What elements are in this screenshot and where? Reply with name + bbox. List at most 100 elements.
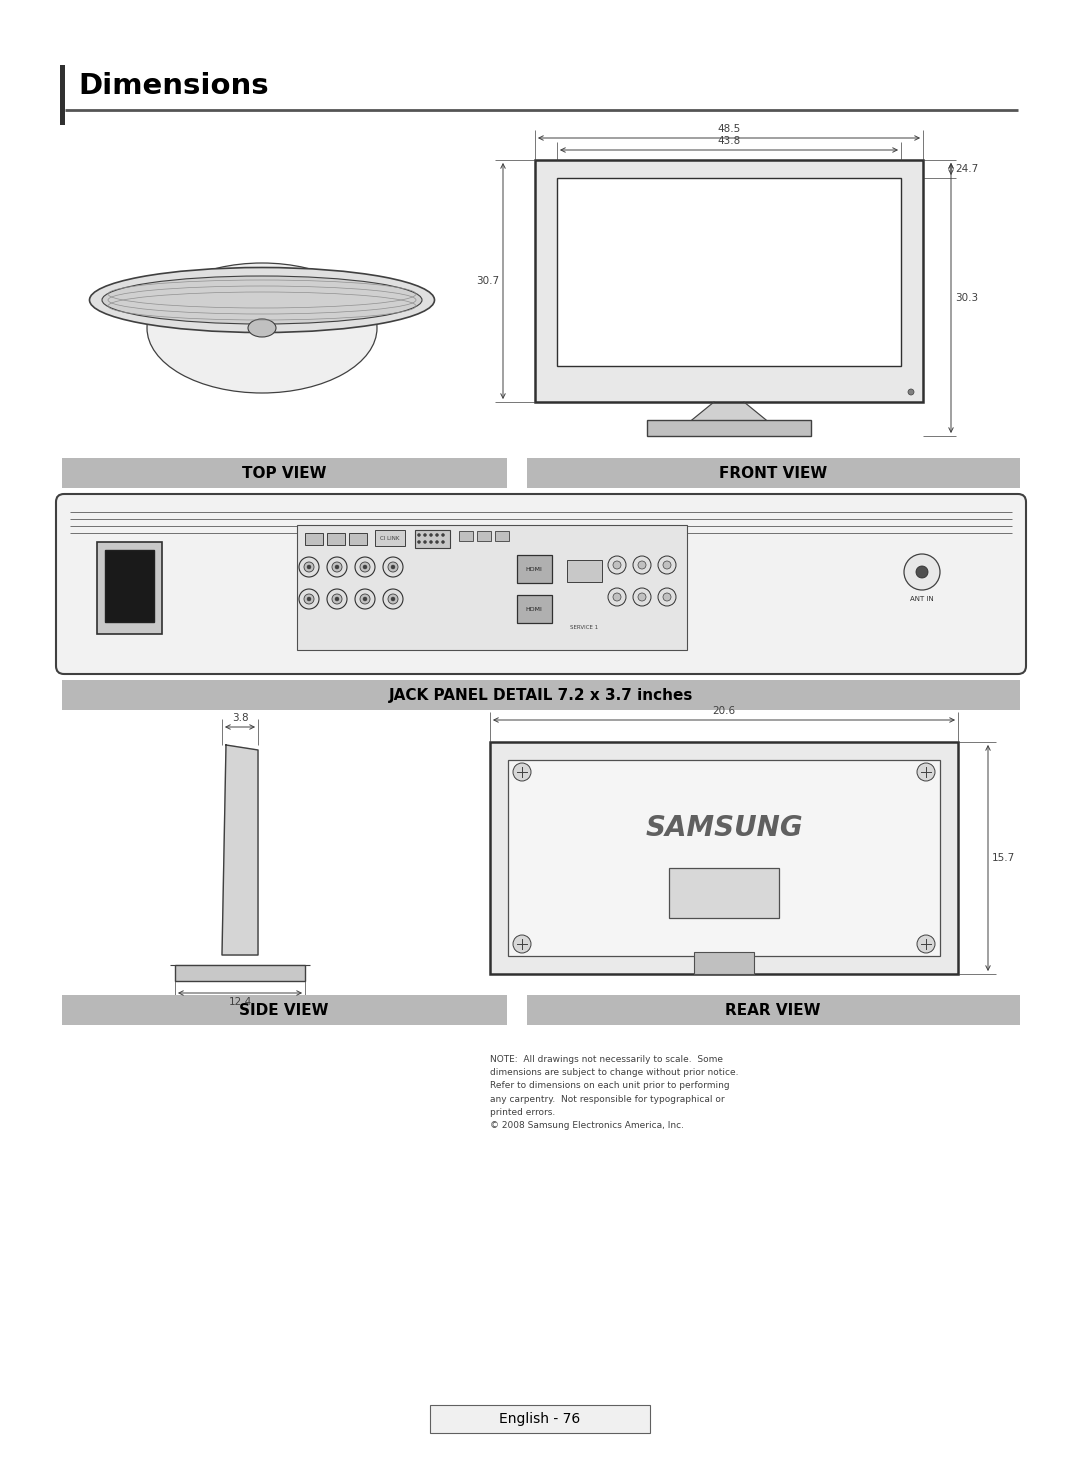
Polygon shape bbox=[687, 402, 771, 425]
Circle shape bbox=[917, 764, 935, 781]
Circle shape bbox=[513, 764, 531, 781]
Circle shape bbox=[658, 556, 676, 573]
Text: HDMI: HDMI bbox=[526, 606, 542, 612]
Bar bbox=[669, 868, 779, 918]
Text: HDMI: HDMI bbox=[526, 566, 542, 572]
Bar bbox=[459, 531, 473, 541]
Circle shape bbox=[360, 594, 370, 604]
Circle shape bbox=[307, 597, 311, 601]
Circle shape bbox=[917, 935, 935, 954]
Text: 30.3: 30.3 bbox=[955, 293, 978, 304]
Text: SAMSUNG: SAMSUNG bbox=[645, 814, 802, 842]
Circle shape bbox=[355, 557, 375, 576]
Circle shape bbox=[418, 534, 420, 537]
Bar bbox=[349, 534, 367, 545]
Circle shape bbox=[633, 588, 651, 606]
Text: 43.8: 43.8 bbox=[717, 136, 741, 146]
Circle shape bbox=[299, 557, 319, 576]
Circle shape bbox=[638, 562, 646, 569]
Bar bbox=[305, 534, 323, 545]
Text: English - 76: English - 76 bbox=[499, 1412, 581, 1425]
Text: 30.7: 30.7 bbox=[476, 276, 499, 286]
Circle shape bbox=[363, 565, 367, 569]
Circle shape bbox=[355, 590, 375, 609]
Bar bbox=[490, 741, 958, 974]
Circle shape bbox=[303, 594, 314, 604]
Bar bbox=[527, 995, 1020, 1024]
Text: NOTE:  All drawings not necessarily to scale.  Some
dimensions are subject to ch: NOTE: All drawings not necessarily to sc… bbox=[490, 1055, 739, 1131]
Bar bbox=[175, 965, 305, 982]
Circle shape bbox=[418, 541, 420, 544]
Text: TOP VIEW: TOP VIEW bbox=[242, 466, 326, 481]
Text: 24.7: 24.7 bbox=[955, 164, 978, 174]
Bar bbox=[535, 161, 923, 402]
FancyBboxPatch shape bbox=[56, 494, 1026, 674]
Ellipse shape bbox=[248, 318, 276, 338]
Circle shape bbox=[307, 565, 311, 569]
Bar bbox=[415, 531, 450, 548]
Text: ANT IN: ANT IN bbox=[910, 595, 934, 601]
Circle shape bbox=[388, 562, 399, 572]
Circle shape bbox=[430, 541, 432, 544]
Text: SERVICE 1: SERVICE 1 bbox=[570, 625, 598, 629]
Circle shape bbox=[335, 597, 339, 601]
Circle shape bbox=[388, 594, 399, 604]
Bar bbox=[557, 178, 901, 366]
Circle shape bbox=[327, 590, 347, 609]
Circle shape bbox=[383, 557, 403, 576]
Circle shape bbox=[363, 597, 367, 601]
Text: FRONT VIEW: FRONT VIEW bbox=[719, 466, 827, 481]
Circle shape bbox=[383, 590, 403, 609]
Circle shape bbox=[908, 389, 914, 395]
Bar bbox=[567, 560, 602, 582]
Bar bbox=[62, 458, 507, 488]
Text: 3.8: 3.8 bbox=[232, 713, 248, 724]
Text: CI LINK: CI LINK bbox=[380, 535, 400, 541]
Circle shape bbox=[327, 557, 347, 576]
Bar bbox=[477, 531, 491, 541]
Bar bbox=[508, 761, 940, 957]
Circle shape bbox=[663, 593, 671, 601]
Circle shape bbox=[391, 565, 395, 569]
Bar bbox=[495, 531, 509, 541]
Bar bbox=[527, 458, 1020, 488]
Ellipse shape bbox=[147, 262, 377, 394]
Bar bbox=[517, 556, 552, 584]
Circle shape bbox=[513, 935, 531, 954]
Polygon shape bbox=[222, 744, 258, 955]
Bar bbox=[647, 420, 811, 436]
Text: REAR VIEW: REAR VIEW bbox=[726, 1002, 821, 1017]
Bar bbox=[62, 995, 507, 1024]
Circle shape bbox=[303, 562, 314, 572]
Text: 15.7: 15.7 bbox=[993, 853, 1015, 862]
Text: 12.4: 12.4 bbox=[228, 996, 252, 1007]
Circle shape bbox=[904, 554, 940, 590]
Circle shape bbox=[658, 588, 676, 606]
Circle shape bbox=[608, 588, 626, 606]
Bar bbox=[327, 534, 345, 545]
Bar bbox=[105, 550, 154, 622]
Circle shape bbox=[442, 534, 445, 537]
Circle shape bbox=[608, 556, 626, 573]
Bar bbox=[62, 680, 1020, 710]
Circle shape bbox=[423, 541, 427, 544]
Circle shape bbox=[332, 562, 342, 572]
Circle shape bbox=[638, 593, 646, 601]
Circle shape bbox=[435, 541, 438, 544]
Bar bbox=[297, 525, 687, 650]
Circle shape bbox=[360, 562, 370, 572]
Circle shape bbox=[633, 556, 651, 573]
Bar bbox=[430, 1405, 650, 1433]
Circle shape bbox=[423, 534, 427, 537]
Circle shape bbox=[663, 562, 671, 569]
Circle shape bbox=[430, 534, 432, 537]
Circle shape bbox=[332, 594, 342, 604]
Ellipse shape bbox=[102, 276, 422, 324]
Text: JACK PANEL DETAIL 7.2 x 3.7 inches: JACK PANEL DETAIL 7.2 x 3.7 inches bbox=[389, 687, 693, 703]
Bar bbox=[694, 952, 754, 974]
Circle shape bbox=[391, 597, 395, 601]
Text: 48.5: 48.5 bbox=[717, 124, 741, 134]
Circle shape bbox=[442, 541, 445, 544]
Circle shape bbox=[335, 565, 339, 569]
Text: 20.6: 20.6 bbox=[713, 706, 735, 716]
